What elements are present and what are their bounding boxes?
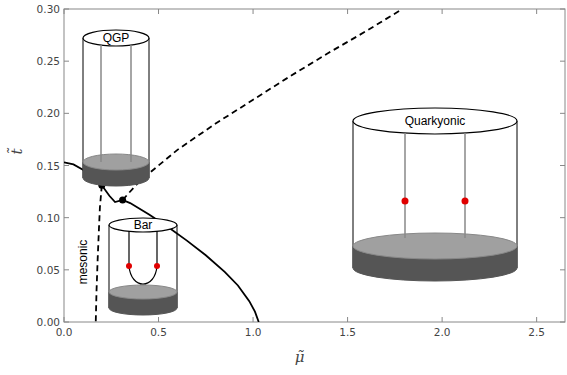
x-tick-label: 0.5 (150, 326, 167, 338)
critical-point (119, 196, 126, 203)
y-tick-right (560, 322, 565, 323)
y-tick-label: 0.20 (37, 107, 60, 119)
string (130, 45, 132, 162)
y-tick-label: 0.15 (37, 160, 60, 172)
baryon-cylinder (109, 218, 177, 315)
x-tick-label: 2.5 (528, 326, 545, 338)
x-tick-label: 1.0 (245, 326, 262, 338)
y-tick-right (560, 9, 565, 10)
annotation: QGP (103, 31, 130, 45)
y-tick-label: 0.10 (37, 212, 60, 224)
brane-vertex (462, 198, 469, 205)
x-tick-top (64, 9, 65, 14)
brane-top (353, 233, 517, 259)
brane-top (83, 154, 149, 170)
y-tick-right (560, 217, 565, 218)
cylinder-side (83, 38, 84, 178)
plot-frame (64, 9, 565, 322)
y-tick-right (560, 165, 565, 166)
y-tick (64, 269, 69, 270)
cylinder-top (109, 218, 177, 232)
quarkyonic-cylinder (353, 108, 517, 281)
cylinder-top (353, 108, 517, 134)
x-tick (442, 317, 443, 322)
y-tick-label: 0.25 (37, 55, 60, 67)
y-axis-label: t̃ (7, 147, 26, 154)
brane-vertex (154, 263, 160, 269)
x-tick (158, 317, 159, 322)
x-tick-label: 1.5 (339, 326, 356, 338)
y-tick (64, 113, 69, 114)
phase-line (96, 185, 102, 322)
phase-line (123, 9, 403, 200)
y-tick-right (560, 269, 565, 270)
chart: 0.00.51.01.52.02.50.000.050.100.150.200.… (0, 0, 567, 375)
y-tick-label: 0.00 (37, 316, 60, 328)
string (464, 133, 466, 238)
y-tick-right (560, 61, 565, 62)
annotation: mesonic (76, 240, 90, 285)
x-tick (253, 317, 254, 322)
brane-vertex (126, 263, 132, 269)
cylinder-side (149, 38, 150, 178)
x-axis-label: μ̃ (295, 348, 305, 366)
string (404, 133, 406, 238)
x-tick (64, 317, 65, 322)
y-tick (64, 322, 69, 323)
phase-line (64, 162, 259, 322)
brane-vertex (402, 198, 409, 205)
y-tick (64, 217, 69, 218)
qgp-cylinder (83, 30, 149, 186)
annotation: Bar (134, 218, 153, 232)
y-tick (64, 9, 69, 10)
brane-top (109, 285, 177, 299)
y-tick-label: 0.30 (37, 3, 60, 15)
string (129, 266, 157, 284)
string (128, 231, 129, 266)
y-tick-right (560, 113, 565, 114)
y-tick (64, 61, 69, 62)
x-tick-top (347, 9, 348, 14)
x-tick (347, 317, 348, 322)
y-tick-label: 0.05 (37, 264, 60, 276)
data-group (64, 9, 402, 322)
cylinder-top (83, 30, 149, 46)
x-tick-label: 2.0 (434, 326, 451, 338)
x-tick-top (158, 9, 159, 14)
string (100, 45, 102, 162)
x-tick-top (536, 9, 537, 14)
x-tick-top (442, 9, 443, 14)
x-tick-top (253, 9, 254, 14)
string (156, 231, 157, 266)
y-tick (64, 165, 69, 166)
x-tick (536, 317, 537, 322)
annotation: Quarkyonic (405, 114, 466, 128)
